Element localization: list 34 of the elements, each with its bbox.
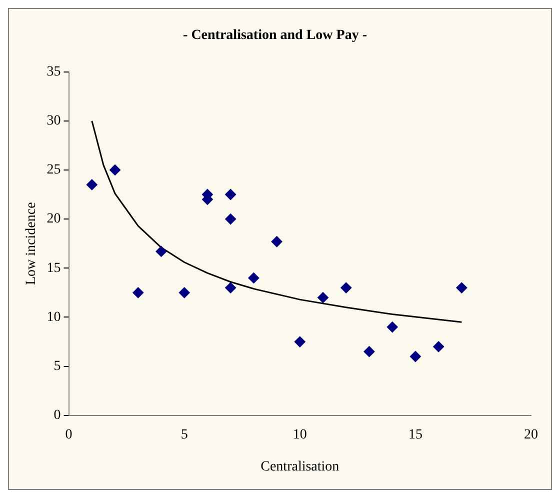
x-tick-label: 20	[524, 427, 538, 442]
point	[110, 164, 121, 176]
point	[156, 246, 167, 257]
x-axis-title: Centralisation	[260, 459, 340, 474]
point	[340, 282, 352, 294]
point	[132, 287, 144, 298]
x-tick-label: 5	[180, 427, 188, 442]
point	[294, 336, 306, 348]
point	[271, 236, 282, 248]
point	[86, 179, 98, 190]
x-tick-label: 15	[408, 427, 422, 442]
point	[225, 282, 236, 294]
point	[178, 287, 190, 298]
y-tick-label: 25	[46, 162, 61, 178]
y-tick-label: 0	[54, 408, 61, 424]
y-tick-label: 35	[46, 64, 61, 80]
y-tick-label: 5	[54, 358, 61, 374]
chart-title: - Centralisation and Low Pay -	[183, 28, 368, 44]
point	[225, 189, 236, 200]
point	[433, 341, 444, 352]
point	[248, 272, 260, 284]
y-tick-label: 30	[46, 114, 61, 129]
y-tick-label: 10	[46, 310, 61, 325]
point	[364, 346, 375, 358]
point	[410, 350, 421, 362]
y-tick-label: 15	[46, 260, 61, 276]
point	[225, 214, 236, 225]
y-tick-label: 20	[46, 212, 61, 227]
x-tick-label: 0	[65, 427, 72, 442]
x-tick-label: 10	[292, 427, 307, 442]
point	[386, 322, 398, 333]
point	[456, 282, 468, 294]
y-axis-title: Low incidence	[24, 202, 40, 285]
point	[318, 292, 329, 304]
